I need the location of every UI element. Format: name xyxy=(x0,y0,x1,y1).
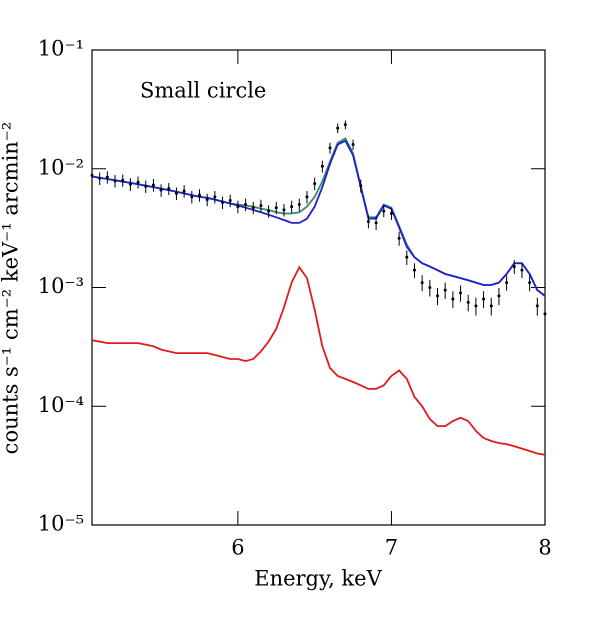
data-point xyxy=(290,205,294,209)
data-point xyxy=(236,205,240,209)
data-point xyxy=(336,126,340,130)
data-point xyxy=(366,219,370,223)
data-point xyxy=(505,281,509,285)
data-point xyxy=(182,189,186,193)
data-point xyxy=(474,304,478,308)
data-point xyxy=(144,184,148,188)
data-point xyxy=(159,188,163,192)
data-point xyxy=(259,204,263,208)
data-point xyxy=(113,179,117,183)
data-point xyxy=(374,221,378,225)
x-tick-label: 6 xyxy=(231,536,244,560)
data-point xyxy=(136,180,140,184)
x-tick-label: 7 xyxy=(385,536,398,560)
data-point xyxy=(497,294,501,298)
model-line xyxy=(91,265,546,456)
data-point xyxy=(389,211,393,215)
data-point xyxy=(274,206,278,210)
data-point xyxy=(98,176,102,180)
y-tick-label: 10⁻¹ xyxy=(38,37,84,61)
data-point xyxy=(167,187,171,191)
data-point xyxy=(459,291,463,295)
data-point xyxy=(305,195,309,199)
data-point xyxy=(489,304,493,308)
data-point xyxy=(428,286,432,289)
data-point xyxy=(205,198,209,202)
data-point xyxy=(282,208,286,212)
plot-frame xyxy=(91,49,546,526)
data-point xyxy=(520,268,524,272)
data-point xyxy=(251,206,255,210)
data-point xyxy=(105,175,109,179)
data-point xyxy=(351,143,355,147)
data-point xyxy=(436,294,440,298)
data-point xyxy=(174,191,178,195)
data-point xyxy=(297,202,301,206)
data-point xyxy=(359,184,363,188)
data-point xyxy=(320,164,324,168)
data-point xyxy=(512,265,516,269)
x-axis-label: Energy, keV xyxy=(254,567,382,591)
data-point xyxy=(443,288,447,292)
data-point xyxy=(397,236,401,240)
model-line xyxy=(91,139,546,297)
y-tick-label: 10⁻³ xyxy=(38,274,84,298)
y-axis-label: counts s⁻¹ cm⁻² keV⁻¹ arcmin⁻² xyxy=(0,122,23,455)
model-line xyxy=(91,137,546,297)
data-point xyxy=(128,182,132,186)
data-point xyxy=(451,297,455,301)
data-point xyxy=(313,182,317,186)
data-point xyxy=(420,281,424,285)
data-point xyxy=(343,123,347,127)
data-point xyxy=(528,281,532,285)
data-point xyxy=(405,255,409,259)
data-point xyxy=(466,300,470,304)
data-point xyxy=(535,304,539,308)
data-point xyxy=(151,183,155,187)
data-point xyxy=(482,297,486,301)
data-point xyxy=(213,195,217,199)
data-point xyxy=(328,146,332,150)
data-point xyxy=(412,268,416,272)
data-point xyxy=(197,193,201,197)
data-point xyxy=(221,200,225,204)
data-point xyxy=(543,312,547,316)
data-point xyxy=(90,173,94,177)
y-tick-label: 10⁻⁴ xyxy=(38,393,84,417)
data-point xyxy=(190,195,194,199)
y-tick-label: 10⁻² xyxy=(38,155,84,179)
annotation: Small circle xyxy=(140,79,266,103)
data-point xyxy=(382,209,386,213)
data-point xyxy=(244,202,248,206)
y-tick-label: 10⁻⁵ xyxy=(38,512,84,536)
data-point xyxy=(121,178,125,182)
data-point xyxy=(267,209,271,213)
x-tick-label: 8 xyxy=(538,536,551,560)
data-point xyxy=(228,199,232,203)
